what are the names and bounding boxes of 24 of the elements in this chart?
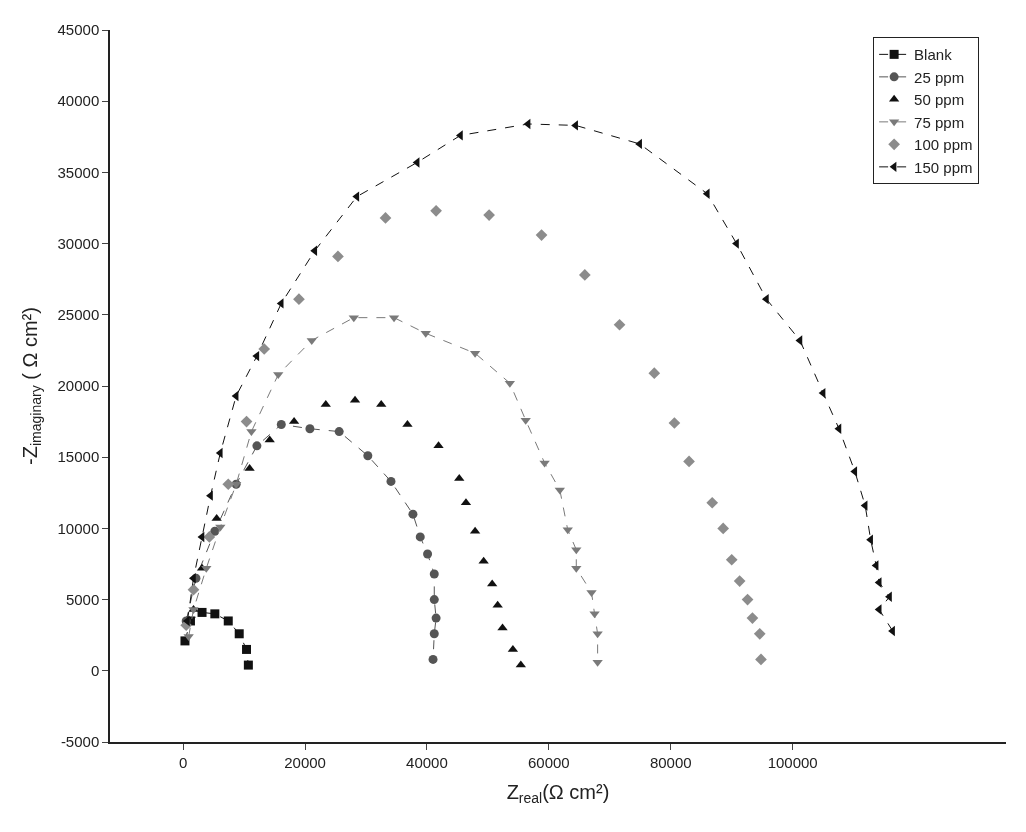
y-tick-label: 30000 <box>57 234 100 252</box>
x-tick-label: 0 <box>178 753 188 771</box>
y-tick-label: 20000 <box>57 377 100 395</box>
legend-label: 150 ppm <box>914 158 973 176</box>
y-tick-label: 5000 <box>65 590 100 608</box>
y-tick-label: -5000 <box>60 733 100 751</box>
y-tick-label: 35000 <box>57 163 100 181</box>
y-tick-label: 40000 <box>57 92 100 110</box>
x-tick-label: 100000 <box>767 753 818 771</box>
y-tick-label: 15000 <box>57 448 100 466</box>
x-tick-label: 80000 <box>649 753 692 771</box>
legend-label: 25 ppm <box>914 68 965 86</box>
legend-label: Blank <box>914 46 953 64</box>
y-tick-label: 0 <box>90 662 100 680</box>
y-tick-label: 45000 <box>57 21 100 39</box>
legend-label: 100 ppm <box>914 136 973 154</box>
x-tick-label: 60000 <box>528 753 570 771</box>
x-tick-label: 40000 <box>406 753 448 771</box>
legend-label: 75 ppm <box>914 113 965 131</box>
legend-label: 50 ppm <box>914 91 965 109</box>
x-tick-label: 20000 <box>284 753 326 771</box>
x-axis-title: Z$_{real}$(Ω cm²) <box>506 780 610 806</box>
y-tick-label: 10000 <box>57 519 100 537</box>
y-tick-label: 25000 <box>57 306 100 324</box>
